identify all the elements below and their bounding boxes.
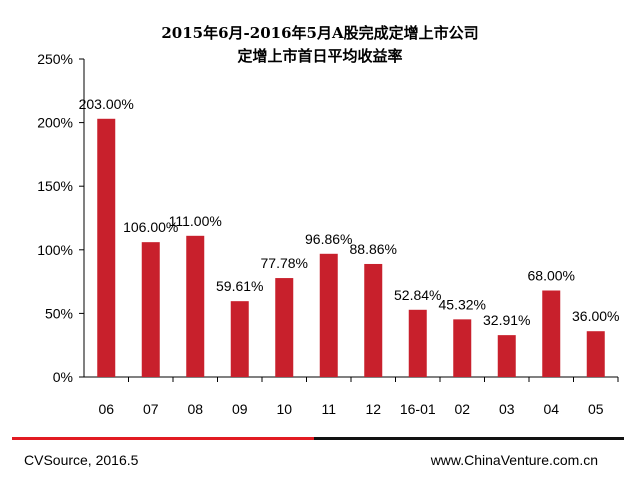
bar: [97, 118, 116, 377]
footer-website: www.ChinaVenture.com.cn: [430, 452, 598, 468]
y-tick-label: 150%: [37, 178, 73, 194]
bar: [497, 335, 516, 377]
data-label: 52.84%: [394, 287, 441, 303]
data-label: 106.00%: [123, 219, 178, 235]
chart-title: 2015年6月-2016年5月A股完成定增上市公司: [161, 24, 479, 42]
bar: [408, 309, 427, 377]
y-tick-label: 250%: [37, 51, 73, 67]
bar: [275, 278, 294, 377]
chart-subtitle: 定增上市首日平均收益率: [237, 47, 403, 65]
bar-chart: 0% 50% 100% 150% 200% 250% 203.00% 06 106.00% 07 1…: [37, 51, 619, 417]
y-tick-label: 100%: [37, 242, 73, 258]
y-tick-label: 0%: [53, 369, 73, 385]
data-label: 203.00%: [79, 96, 134, 112]
bar: [453, 319, 472, 377]
data-label: 68.00%: [528, 268, 575, 284]
x-tick-label: 05: [588, 401, 604, 417]
x-tick-label: 11: [321, 401, 336, 417]
data-label: 45.32%: [439, 296, 486, 312]
x-tick-label: 03: [499, 401, 515, 417]
footer-divider-black: [314, 437, 624, 440]
data-label: 59.61%: [216, 278, 263, 294]
bar: [364, 263, 383, 377]
data-label: 32.91%: [483, 312, 530, 328]
x-tick-label: 02: [454, 401, 470, 417]
x-tick-label: 16-01: [400, 401, 436, 417]
x-tick-label: 06: [98, 401, 114, 417]
data-label: 77.78%: [261, 255, 308, 271]
data-label: 36.00%: [572, 308, 619, 324]
bar: [586, 331, 605, 377]
x-tick-label: 07: [143, 401, 159, 417]
x-tick-label: 12: [365, 401, 381, 417]
bar: [141, 242, 160, 377]
bar: [230, 301, 249, 377]
footer-source: CVSource, 2016.5: [24, 452, 139, 468]
footer-divider-red: [12, 437, 314, 440]
y-tick-label: 50%: [45, 305, 73, 321]
y-tick-label: 200%: [37, 115, 73, 131]
data-label: 111.00%: [169, 213, 222, 229]
x-tick-label: 04: [543, 401, 559, 417]
bar: [542, 290, 561, 377]
bar: [186, 235, 205, 377]
bar: [319, 253, 338, 377]
data-label: 88.86%: [350, 241, 397, 257]
x-tick-label: 08: [187, 401, 203, 417]
x-tick-label: 09: [232, 401, 248, 417]
x-tick-label: 10: [276, 401, 292, 417]
data-label: 96.86%: [305, 231, 352, 247]
